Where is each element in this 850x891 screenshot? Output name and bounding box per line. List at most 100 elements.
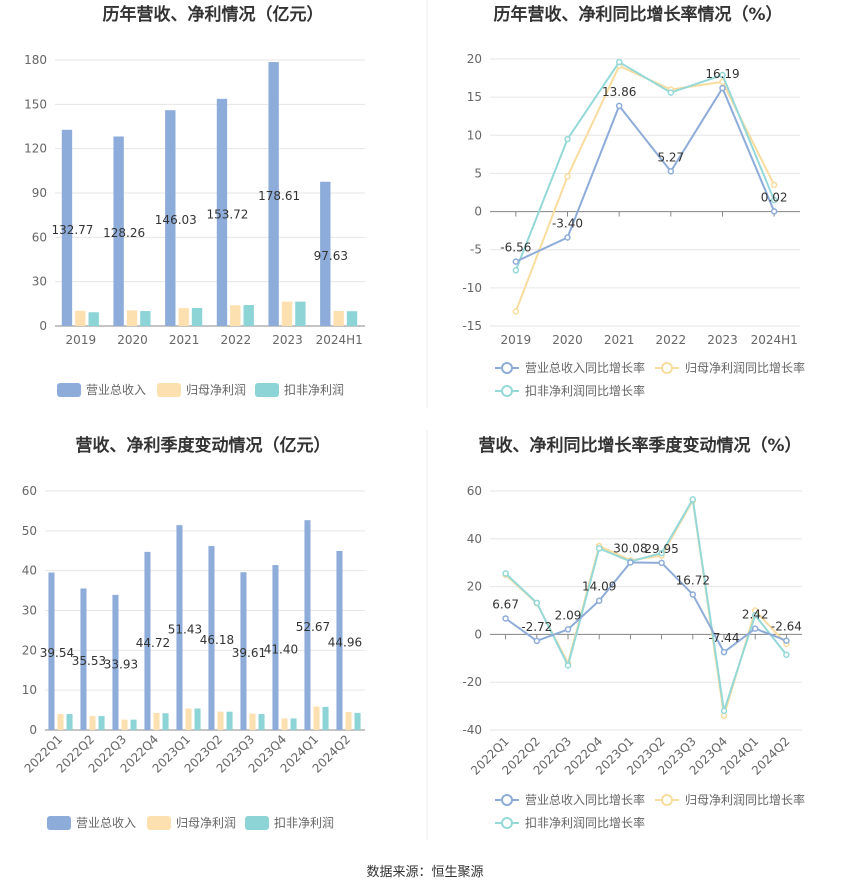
bar-data-label: 39.54 [40,646,74,660]
data-point [502,570,509,577]
bar-data-label: 46.18 [200,633,234,647]
data-point [533,599,541,607]
y-tick-label: 0 [29,723,37,737]
legend-label: 归母净利润同比增长率 [685,792,805,807]
x-tick-label: 2022 [221,333,252,347]
y-tick-label: 30 [32,275,47,289]
bar-net-profit [75,310,86,326]
bar-revenue [144,551,151,730]
data-point [533,637,541,645]
bar-data-label: 35.53 [72,654,106,668]
line-data-label: 13.86 [602,85,636,99]
quarterly-growth-rate-line-chart: 营收、净利同比增长率季度变动情况（%） -40-2002040602022Q12… [462,435,805,830]
y-tick-label: 60 [32,230,47,244]
y-tick-label: 150 [24,97,47,111]
data-point [667,168,675,175]
data-point [658,549,665,557]
line-data-label: 30.08 [613,542,647,556]
data-point [689,496,697,503]
legend-marker [661,362,673,374]
y-tick-label: 30 [22,604,37,618]
y-tick-label: 10 [22,683,37,697]
data-point [720,648,728,656]
annual-revenue-profit-bar-chart: 历年营收、净利情况（亿元） 0 30 60 90 120 150 180 2019 132.77… [24,4,365,397]
line-data-label: 2.42 [742,608,769,622]
data-point [751,612,759,619]
y-tick-label: 40 [467,532,482,546]
x-tick-label: 2023 [707,333,738,347]
y-tick-label: 5 [474,166,482,180]
legend-label: 扣非净利润 [284,383,344,397]
data-point [595,597,603,604]
data-point [783,637,790,644]
data-point [658,559,665,567]
bar-net-profit [281,718,288,730]
bar-deducted-net-profit [346,311,358,326]
data-point [783,651,790,658]
data-point [512,308,520,315]
chart-title: 历年营收、净利同比增长率情况（%） [493,4,782,25]
data-point [512,258,520,265]
bar-revenue [112,594,119,730]
bar-revenue [80,588,87,730]
bar-deducted-net-profit [243,305,254,326]
bar-net-profit [345,712,352,730]
line-data-label: -7.44 [708,631,739,645]
bar-revenue [240,572,247,730]
y-tick-label: 40 [22,564,37,578]
bar-deducted-net-profit [98,716,105,730]
data-point [770,196,778,204]
y-tick-label: 0 [474,205,482,219]
line-data-label: -6.56 [500,241,531,255]
x-tick-label: 2021 [604,333,635,347]
line-data-label: -2.72 [521,620,552,634]
bar-revenue [113,136,124,326]
bar-deducted-net-profit [354,712,361,730]
chart-title: 营收、净利同比增长率季度变动情况（%） [478,435,801,456]
legend-swatch [255,383,279,397]
x-tick-label: 2020 [117,333,148,347]
x-tick-label: 2024H1 [316,333,363,347]
y-tick-label: 60 [22,484,37,498]
y-tick-label: 0 [39,319,47,333]
data-point [770,208,778,215]
y-tick-label: -15 [462,319,482,333]
bar-net-profit [126,310,138,326]
y-tick-label: 15 [467,90,482,104]
chart-title: 营收、净利季度变动情况（亿元） [76,435,331,456]
line-data-label: 14.09 [582,580,616,594]
series-line-net-profit-growth [514,64,776,312]
bar-net-profit [217,711,224,730]
legend-marker [501,794,513,806]
bar-net-profit [178,308,189,326]
bar-revenue [320,181,331,326]
bar-deducted-net-profit [162,713,169,730]
bar-net-profit [89,716,96,730]
bar-data-label: 44.96 [328,635,362,649]
data-point [719,71,726,79]
bar-deducted-net-profit [130,719,137,730]
bar-revenue [48,572,55,730]
line-data-label: -3.40 [552,217,583,231]
x-tick-label: 2023 [272,333,303,347]
data-point [615,102,623,110]
bar-data-label: 97.63 [314,249,348,263]
legend-swatch [47,816,71,830]
bar-data-label: 153.72 [206,207,248,221]
line-data-label: 0.02 [761,190,788,204]
legend-label: 营业总收入 [76,816,136,830]
bar-deducted-net-profit [66,714,73,730]
data-point [751,625,759,632]
legend-label: 归母净利润 [186,383,246,397]
legend-label: 营业总收入同比增长率 [525,792,645,807]
x-tick-label: 2019 [501,333,532,347]
bar-deducted-net-profit [295,301,306,326]
legend-marker [661,794,673,806]
bar-data-label: 132.77 [51,223,93,237]
data-point [512,267,520,274]
y-tick-label: -10 [462,281,482,295]
bar-deducted-net-profit [191,307,203,326]
bar-net-profit [249,713,256,730]
quarterly-revenue-profit-bar-chart: 营收、净利季度变动情况（亿元） 01020304050602022Q139.54… [22,435,365,830]
